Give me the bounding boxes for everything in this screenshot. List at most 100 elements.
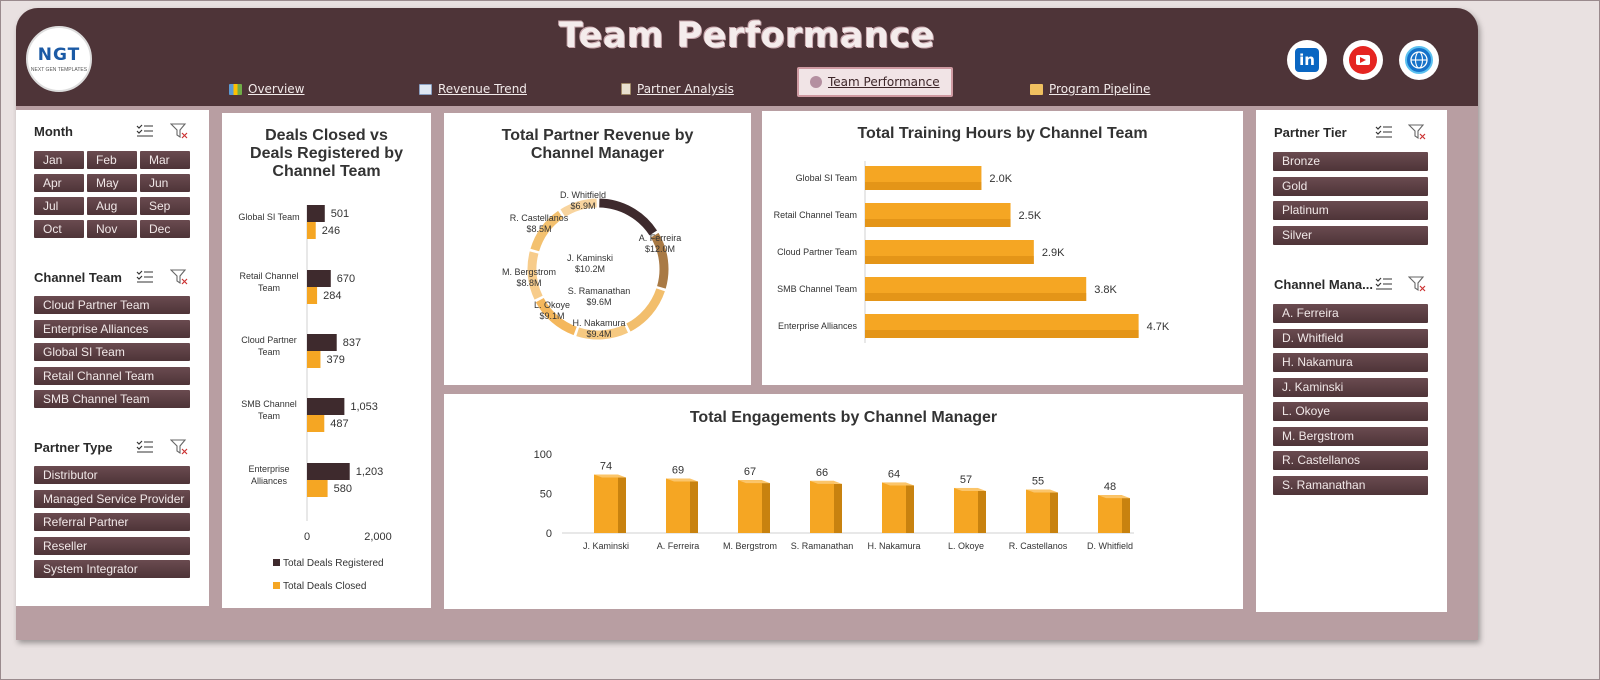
category-label: Alliances: [251, 476, 288, 486]
category-label: Team: [258, 411, 280, 421]
training-chart-title: Total Training Hours by Channel Team: [857, 125, 1148, 142]
bar-side: [1050, 492, 1058, 533]
slice-name-label: J. Kaminski: [567, 253, 613, 263]
multi-select-icon[interactable]: [1375, 276, 1393, 292]
training-chart-svg: 2.0K Global SI Team 2.5K Retail Channel Tea…: [774, 161, 1170, 343]
category-label: J. Kaminski: [583, 541, 629, 551]
slicer-item[interactable]: Feb: [87, 151, 137, 169]
slice-value-label: $8.8M: [516, 278, 541, 288]
slicer-item[interactable]: Gold: [1273, 176, 1428, 196]
donut-slice: [527, 251, 543, 300]
nav-tab-revenue-trend[interactable]: Revenue Trend: [419, 82, 527, 96]
bar: [1026, 489, 1050, 533]
donut-slice: [576, 324, 629, 340]
data-label: 670: [337, 273, 355, 285]
multi-select-icon[interactable]: [136, 269, 154, 285]
slicer-item[interactable]: Cloud Partner Team: [34, 296, 190, 314]
category-label: Cloud Partner: [241, 335, 297, 345]
bar-top: [1098, 495, 1130, 499]
data-label: 48: [1104, 481, 1116, 493]
slicer-item[interactable]: H. Nakamura: [1273, 353, 1428, 372]
data-label: 57: [960, 474, 972, 486]
slicer-item[interactable]: Retail Channel Team: [34, 366, 190, 385]
training-chart-panel: Total Training Hours by Channel Team 2.0…: [762, 111, 1243, 385]
nav-tab-program-pipeline[interactable]: Program Pipeline: [1030, 82, 1150, 96]
category-label: Retail Channel Team: [774, 210, 857, 220]
slicer-item[interactable]: Aug: [87, 197, 137, 215]
slicer-item[interactable]: Apr: [34, 174, 84, 192]
slicer-item[interactable]: Jan: [34, 151, 84, 169]
slice-name-label: A. Ferreira: [639, 233, 682, 243]
bar: [738, 480, 762, 533]
legend-swatch: [273, 559, 280, 566]
category-label: A. Ferreira: [657, 541, 700, 551]
clear-filter-icon[interactable]: [170, 123, 188, 139]
category-label: M. Bergstrom: [723, 541, 777, 551]
multi-select-icon[interactable]: [136, 439, 154, 455]
nav-tab-overview[interactable]: Overview: [229, 82, 305, 96]
clear-filter-icon[interactable]: [1408, 276, 1426, 292]
slicer-item[interactable]: J. Kaminski: [1273, 377, 1428, 397]
linkedin-button[interactable]: in: [1287, 40, 1327, 80]
slicer-item[interactable]: L. Okoye: [1273, 402, 1428, 421]
slicer-item[interactable]: Silver: [1273, 225, 1428, 245]
data-label: 2.0K: [989, 173, 1012, 185]
slicer-item[interactable]: Referral Partner: [34, 513, 190, 531]
website-button[interactable]: [1399, 40, 1439, 80]
slicer-item[interactable]: Enterprise Alliances: [34, 319, 190, 338]
donut-slice: [560, 198, 597, 218]
slicer-item[interactable]: S. Ramanathan: [1273, 475, 1428, 495]
slice-value-label: $12.0M: [645, 244, 675, 254]
slicer-item[interactable]: Managed Service Provider: [34, 489, 190, 508]
slicer-item[interactable]: Reseller: [34, 536, 190, 555]
slicer-item[interactable]: Platinum: [1273, 201, 1428, 220]
data-label: 3.8K: [1094, 284, 1117, 296]
deals-chart-panel: Deals Closed vs Deals Registered by Chan…: [222, 113, 431, 608]
slicer-item[interactable]: Bronze: [1273, 152, 1428, 171]
nav-tab-team-performance[interactable]: Team Performance: [797, 67, 953, 97]
multi-select-icon[interactable]: [136, 123, 154, 139]
donut-slice: [535, 297, 577, 336]
clear-filter-icon[interactable]: [170, 439, 188, 455]
data-label: 69: [672, 464, 684, 476]
clear-filter-icon[interactable]: [170, 269, 188, 285]
deals-title-line: Channel Team: [272, 163, 381, 180]
slicer-item[interactable]: Mar: [140, 151, 190, 169]
slicer-item[interactable]: M. Bergstrom: [1273, 426, 1428, 446]
slicer-item[interactable]: May: [87, 174, 137, 192]
category-label: H. Nakamura: [867, 541, 920, 551]
slicer-item[interactable]: Global SI Team: [34, 343, 190, 361]
bar-shade: [865, 182, 982, 190]
data-label: 501: [331, 208, 349, 220]
data-label: 284: [323, 290, 341, 302]
nav-tab-partner-analysis[interactable]: Partner Analysis: [621, 82, 734, 96]
data-label: 2.9K: [1042, 247, 1065, 259]
slicer-item[interactable]: Jun: [140, 174, 190, 192]
slice-value-label: $8.5M: [526, 224, 551, 234]
legend-label: Total Deals Registered: [283, 558, 384, 569]
data-label: 1,203: [356, 466, 384, 478]
multi-select-icon[interactable]: [1375, 124, 1393, 140]
slicer-item[interactable]: Jul: [34, 197, 84, 215]
bar: [307, 334, 337, 351]
bar: [307, 222, 316, 239]
slicer-item[interactable]: SMB Channel Team: [34, 390, 190, 408]
slicer-item[interactable]: Oct: [34, 220, 84, 238]
slicer-item[interactable]: System Integrator: [34, 560, 190, 578]
slicer-item[interactable]: Nov: [87, 220, 137, 238]
legend-label: Total Deals Closed: [283, 581, 366, 592]
slicer-item[interactable]: A. Ferreira: [1273, 304, 1428, 323]
slice-value-label: $9.6M: [586, 297, 611, 307]
slicer-item[interactable]: R. Castellanos: [1273, 451, 1428, 470]
slicer-item[interactable]: Distributor: [34, 466, 190, 484]
slicer-item[interactable]: Sep: [140, 197, 190, 215]
slice-value-label: $10.2M: [575, 264, 605, 274]
bar: [307, 205, 325, 222]
bar-top: [666, 478, 698, 482]
youtube-button[interactable]: [1343, 40, 1383, 80]
bar-side: [906, 485, 914, 533]
slicer-item[interactable]: D. Whitfield: [1273, 328, 1428, 348]
clear-filter-icon[interactable]: [1408, 124, 1426, 140]
slicer-item[interactable]: Dec: [140, 220, 190, 238]
revenue-title-line: Channel Manager: [530, 145, 665, 162]
